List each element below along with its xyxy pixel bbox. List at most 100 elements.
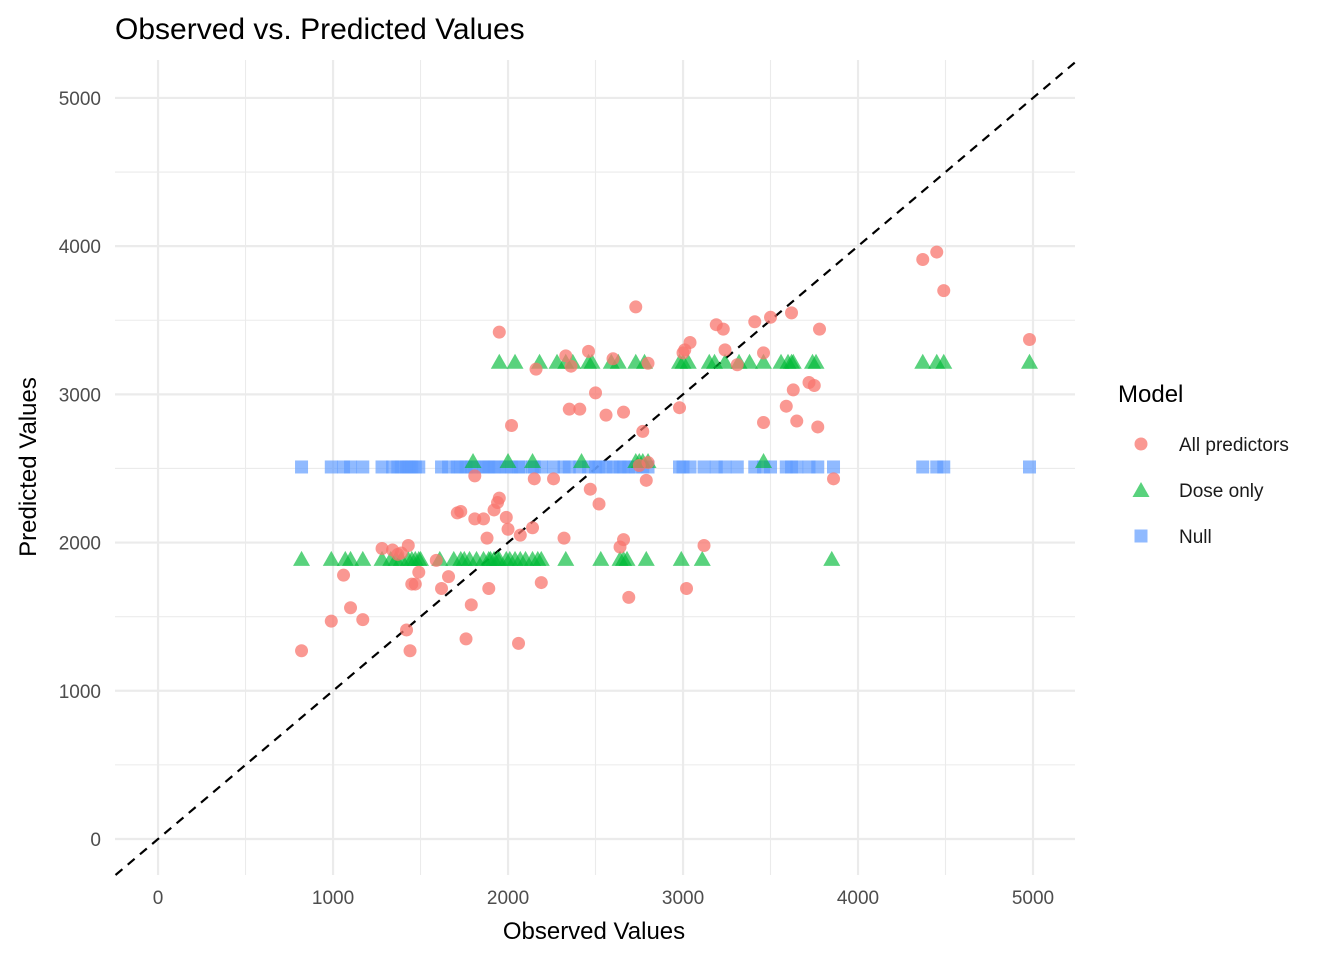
point-all-predictors (400, 623, 414, 637)
point-all-predictors (683, 335, 697, 349)
y-tick-label: 0 (90, 830, 101, 851)
point-all-predictors (527, 472, 541, 486)
point-all-predictors (564, 359, 578, 373)
point-dose-only (524, 453, 542, 469)
point-null (562, 460, 576, 474)
point-all-predictors (337, 568, 351, 582)
point-all-predictors (529, 362, 543, 376)
point-all-predictors (680, 582, 694, 596)
point-dose-only (914, 353, 932, 369)
point-dose-only (679, 353, 697, 369)
y-tick-label: 3000 (59, 385, 101, 406)
point-all-predictors (807, 378, 821, 392)
x-tick-label: 1000 (312, 888, 354, 909)
x-tick-label: 0 (153, 888, 164, 909)
point-null (697, 460, 711, 474)
point-all-predictors (617, 405, 631, 419)
point-dose-only (755, 453, 773, 469)
point-all-predictors (697, 539, 711, 553)
x-axis-title: Observed Values (503, 918, 685, 945)
point-all-predictors (786, 383, 800, 397)
y-tick-label: 1000 (59, 682, 101, 703)
point-all-predictors (937, 284, 951, 298)
point-all-predictors (748, 315, 762, 329)
point-dose-only (506, 353, 524, 369)
point-all-predictors (790, 414, 804, 428)
point-all-predictors (639, 473, 653, 487)
point-all-predictors (916, 252, 930, 266)
point-all-predictors (629, 300, 643, 314)
legend-label: Dose only (1179, 481, 1264, 502)
point-dose-only (592, 550, 610, 566)
point-null (412, 460, 426, 474)
point-all-predictors (408, 577, 422, 591)
point-dose-only (741, 353, 759, 369)
point-all-predictors (468, 469, 482, 483)
point-all-predictors (480, 531, 494, 545)
axis-ticks: 0 1000 2000 3000 4000 5000 0 1000 2000 3000 4000 50… (59, 89, 1054, 909)
point-dose-only (755, 353, 773, 369)
legend-key-null (1134, 529, 1148, 543)
point-null (375, 460, 389, 474)
point-null (547, 460, 561, 474)
point-all-predictors (295, 644, 309, 658)
point-all-predictors (582, 344, 596, 358)
point-dose-only (412, 550, 430, 566)
point-all-predictors (513, 528, 527, 542)
point-all-predictors (562, 402, 576, 416)
y-tick-label: 2000 (59, 534, 101, 555)
point-all-predictors (324, 614, 338, 628)
point-null (344, 460, 358, 474)
point-null (811, 460, 825, 474)
point-dose-only (464, 453, 482, 469)
point-all-predictors (429, 553, 443, 567)
point-all-predictors (573, 402, 587, 416)
point-all-predictors (636, 424, 650, 438)
point-dose-only (490, 353, 508, 369)
point-dose-only (354, 550, 372, 566)
point-all-predictors (412, 565, 426, 579)
point-dose-only (499, 453, 517, 469)
point-dose-only (618, 550, 636, 566)
point-all-predictors (492, 491, 506, 505)
point-all-predictors (557, 531, 571, 545)
x-tick-label: 3000 (662, 888, 704, 909)
point-null (683, 460, 697, 474)
point-all-predictors (764, 310, 778, 324)
point-dose-only (342, 550, 360, 566)
point-all-predictors (375, 541, 389, 555)
point-all-predictors (501, 522, 515, 536)
point-all-predictors (779, 399, 793, 413)
point-all-predictors (813, 322, 827, 336)
point-all-predictors (827, 472, 841, 486)
point-dose-only (637, 550, 655, 566)
point-all-predictors (592, 497, 606, 511)
point-all-predictors (641, 456, 655, 470)
y-tick-label: 5000 (59, 89, 101, 110)
point-dose-only (935, 353, 953, 369)
point-all-predictors (606, 352, 620, 366)
point-all-predictors (730, 358, 744, 372)
point-all-predictors (442, 570, 456, 584)
point-null (937, 460, 951, 474)
point-all-predictors (785, 306, 799, 320)
point-dose-only (583, 353, 601, 369)
point-all-predictors (589, 386, 603, 400)
point-dose-only (807, 353, 825, 369)
point-all-predictors (547, 472, 561, 486)
point-all-predictors (512, 636, 526, 650)
legend-label: Null (1179, 527, 1212, 548)
point-all-predictors (454, 504, 468, 518)
point-all-predictors (356, 613, 370, 627)
point-null (827, 460, 841, 474)
point-all-predictors (583, 482, 597, 496)
point-all-predictors (401, 539, 415, 553)
point-dose-only (322, 550, 340, 566)
legend: Model All predictors Dose only Null (1118, 381, 1289, 548)
point-null (324, 460, 338, 474)
point-all-predictors (716, 322, 730, 336)
point-all-predictors (718, 343, 732, 357)
point-all-predictors (673, 401, 687, 415)
point-null (790, 460, 804, 474)
point-dose-only (693, 550, 711, 566)
